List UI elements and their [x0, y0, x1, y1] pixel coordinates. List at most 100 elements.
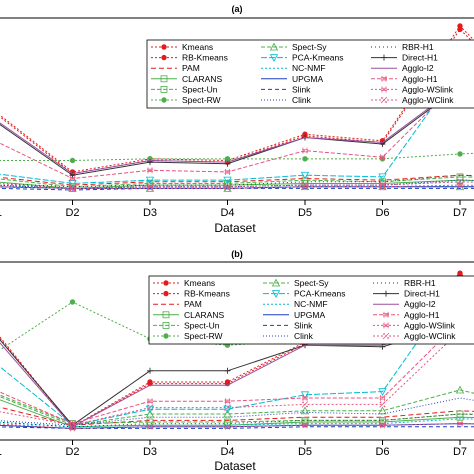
data-point [146, 418, 154, 426]
legend-item: Agglo-I2 [373, 299, 436, 309]
x-tick-label: D7 [453, 207, 467, 219]
legend-item: CLARANS [151, 74, 222, 84]
series-line [0, 389, 474, 426]
x-tick-label: D2 [65, 207, 79, 219]
legend-label: CLARANS [184, 310, 224, 320]
data-point [378, 388, 387, 396]
data-point [302, 422, 308, 429]
legend-box [148, 275, 474, 345]
legend-item: Clink [261, 95, 312, 105]
data-point [224, 404, 227, 407]
legend-label: Agglo-WSlink [404, 320, 456, 330]
data-point [69, 422, 72, 425]
legend-swatch-marker [271, 290, 281, 298]
legend-item: Direct-H1 [373, 289, 440, 299]
legend-label: NC-NMF [294, 299, 328, 309]
series-clink [0, 179, 474, 189]
legend-label: Spect-Sy [292, 42, 327, 52]
series-line [0, 181, 474, 189]
legend-label: Agglo-H1 [404, 310, 440, 320]
x-tick-label: D3 [143, 207, 157, 219]
legend-label: UPGMA [292, 74, 324, 84]
data-point [69, 299, 76, 305]
legend: KmeansRB-KmeansPAMCLARANSSpect-UnSpect-R… [146, 39, 474, 109]
series-line [0, 406, 474, 426]
data-point [224, 398, 231, 405]
data-point [224, 367, 231, 374]
data-point [457, 178, 459, 181]
x-tick-label: D4 [220, 207, 234, 219]
data-point [378, 406, 387, 415]
data-point [457, 26, 463, 32]
series-line [0, 330, 474, 426]
legend-item: Agglo-H1 [373, 310, 440, 320]
legend-label: RB-Kmeans [184, 289, 230, 299]
legend-swatch-marker [162, 311, 170, 319]
legend-label: CLARANS [182, 74, 222, 84]
legend-label: NC-NMF [292, 63, 326, 73]
data-point [73, 189, 76, 192]
legend-item: UPGMA [263, 310, 326, 320]
data-point [457, 182, 463, 189]
data-point [306, 405, 308, 408]
chart-panel-2: (b)D1D2D3D4D5D6D7D8DatasetKmeansRB-Kmean… [0, 249, 474, 473]
data-point [301, 416, 309, 424]
legend-item: PCA-Kmeans [261, 53, 344, 63]
data-point [302, 395, 308, 401]
legend-item: Agglo-WSlink [373, 320, 456, 330]
legend-item: Spect-Sy [261, 42, 327, 52]
series-rbr-h1 [0, 413, 474, 428]
legend-label: Clink [294, 331, 314, 341]
data-point [69, 425, 76, 432]
data-point [69, 175, 76, 182]
legend-item: Agglo-I2 [371, 63, 434, 73]
data-point [147, 183, 149, 186]
legend-item: Spect-Un [151, 84, 218, 94]
legend-swatch-marker [163, 280, 169, 286]
data-point [151, 187, 153, 190]
data-point [145, 409, 155, 418]
legend-item: Agglo-WClink [371, 95, 454, 105]
data-point [302, 156, 308, 162]
data-point [302, 147, 308, 154]
data-point [461, 182, 463, 185]
data-point [383, 405, 386, 408]
legend-label: Direct-H1 [402, 53, 438, 63]
legend-label: RBR-H1 [404, 278, 436, 288]
series-line [0, 397, 474, 426]
legend-label: Direct-H1 [404, 289, 440, 299]
series-nc-nmf [0, 418, 474, 428]
x-tick-label: D7 [453, 446, 467, 458]
series-line [0, 174, 474, 188]
x-axis-label: Dataset [214, 221, 256, 235]
data-point [378, 173, 387, 182]
legend-label: UPGMA [294, 310, 326, 320]
legend-item: NC-NMF [263, 299, 328, 309]
data-point [306, 186, 308, 188]
legend-item: PAM [153, 299, 202, 309]
x-tick-label: D1 [0, 446, 2, 458]
series-line [0, 176, 474, 188]
legend-swatch-marker [381, 86, 387, 93]
data-point [300, 171, 310, 180]
legend-item: Slink [263, 320, 313, 330]
data-point [69, 185, 72, 188]
data-point [224, 183, 227, 186]
legend-label: PAM [184, 299, 202, 309]
data-point [147, 423, 153, 430]
legend-swatch-marker [380, 96, 388, 104]
data-point [379, 156, 386, 162]
legend-item: Agglo-H1 [371, 74, 438, 84]
legend-swatch-marker [381, 54, 387, 61]
legend-swatch-marker [160, 86, 168, 93]
legend-swatch-marker [381, 97, 383, 99]
legend-item: PAM [151, 63, 200, 73]
data-point [147, 367, 153, 374]
legend-swatch-marker [381, 75, 387, 82]
legend-item: NC-NMF [261, 63, 326, 73]
legend-label: Spect-Sy [294, 278, 329, 288]
series-line [0, 179, 474, 189]
series-clink [0, 397, 474, 426]
data-point [228, 408, 231, 411]
legend-box [146, 39, 474, 109]
